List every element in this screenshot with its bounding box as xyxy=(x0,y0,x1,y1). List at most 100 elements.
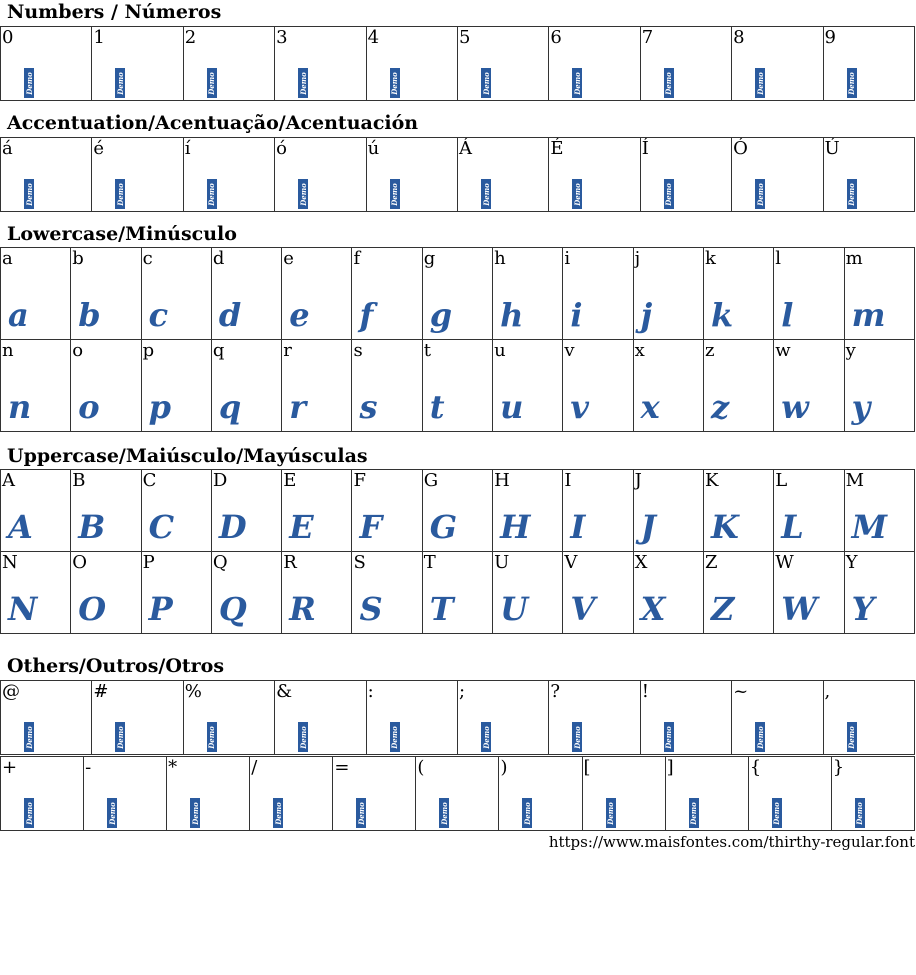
demo-badge-icon: Demo xyxy=(846,68,857,98)
demo-badge-icon: Demo xyxy=(755,722,766,752)
demo-badge-icon: Demo xyxy=(663,179,674,209)
demo-label: Demo xyxy=(107,801,117,825)
char-label: h xyxy=(494,248,506,270)
demo-badge-icon: Demo xyxy=(24,798,34,828)
table-row: 0 Demo 1 Demo 2 Demo 3 Demo 4 Demo 5 Demo 6 Demo 7 Demo… xyxy=(0,26,916,101)
char-label: S xyxy=(353,552,366,574)
char-label: 3 xyxy=(276,27,288,49)
glyph-sample: n xyxy=(8,388,32,426)
demo-label: Demo xyxy=(207,182,217,206)
demo-label: Demo xyxy=(115,71,125,95)
demo-badge-icon: Demo xyxy=(688,798,699,828)
demo-label: Demo xyxy=(522,801,532,825)
char-label: P xyxy=(142,552,155,574)
demo-label: Demo xyxy=(390,71,400,95)
lowercase-heading: Lowercase/Minúsculo xyxy=(7,223,237,245)
char-label: [ xyxy=(583,757,591,779)
glyph-sample: i xyxy=(570,296,583,334)
demo-label: Demo xyxy=(390,182,400,206)
char-label: 2 xyxy=(184,27,197,49)
char-cell: 1 Demo xyxy=(91,26,184,101)
demo-label: Demo xyxy=(755,71,765,95)
char-cell: + Demo xyxy=(0,756,85,831)
char-cell: ; Demo xyxy=(456,680,550,755)
char-label: I xyxy=(564,470,572,492)
char-label: o xyxy=(72,340,84,362)
uppercase-heading: Uppercase/Maiúsculo/Mayúsculas xyxy=(7,445,368,467)
char-cell: (Demo xyxy=(415,756,500,831)
glyph-sample: w xyxy=(781,388,809,426)
char-label: a xyxy=(2,248,13,270)
char-label: j xyxy=(634,248,641,270)
char-label: ) xyxy=(500,757,508,779)
char-label: l xyxy=(775,248,782,270)
demo-badge-icon: Demo xyxy=(854,798,865,828)
char-label: V xyxy=(564,552,578,574)
char-label: = xyxy=(334,757,350,779)
demo-label: Demo xyxy=(855,801,865,825)
demo-badge-icon: Demo xyxy=(572,722,583,752)
char-cell: } Demo xyxy=(830,756,916,831)
demo-label: Demo xyxy=(664,71,674,95)
char-label: } xyxy=(832,757,845,779)
char-cell: 2 Demo xyxy=(182,26,276,101)
glyph-sample: T xyxy=(429,590,454,628)
glyph-sample: q xyxy=(218,388,242,426)
demo-badge-icon: Demo xyxy=(663,68,674,98)
char-label: m xyxy=(845,248,863,270)
char-label: u xyxy=(494,340,506,362)
char-label: U xyxy=(494,552,510,574)
char-label: R xyxy=(283,552,297,574)
demo-badge-icon: Demo xyxy=(846,179,857,209)
glyph-sample: Q xyxy=(218,590,247,628)
glyph-sample: y xyxy=(851,388,871,426)
char-cell: Á Demo xyxy=(456,137,550,212)
char-label: ú xyxy=(367,138,380,160)
char-label: c xyxy=(142,248,153,270)
char-label: X xyxy=(634,552,648,574)
char-cell: 9 Demo xyxy=(822,26,916,101)
char-label: t xyxy=(423,340,432,362)
char-cell: É Demo xyxy=(548,137,641,212)
char-label: g xyxy=(423,248,436,270)
glyph-sample: k xyxy=(710,296,734,334)
demo-label: Demo xyxy=(298,725,308,749)
footer-link[interactable]: https://www.maisfontes.com/thirthy-regul… xyxy=(548,833,915,851)
demo-label: Demo xyxy=(606,801,616,825)
char-label: { xyxy=(749,757,762,779)
demo-label: Demo xyxy=(207,71,217,95)
char-label: Z xyxy=(704,552,718,574)
char-cell: Ó Demo xyxy=(731,137,824,212)
char-cell: 6 Demo xyxy=(548,26,641,101)
glyph-sample: c xyxy=(148,296,169,334)
char-label: ! xyxy=(641,681,649,703)
char-label: É xyxy=(550,138,564,160)
char-label: J xyxy=(634,470,642,492)
glyph-sample: A xyxy=(8,508,33,546)
glyph-sample: U xyxy=(500,590,528,628)
char-label: 0 xyxy=(2,27,14,49)
char-label: z xyxy=(704,340,715,362)
demo-badge-icon: Demo xyxy=(755,179,766,209)
char-cell: ! Demo xyxy=(639,680,733,755)
